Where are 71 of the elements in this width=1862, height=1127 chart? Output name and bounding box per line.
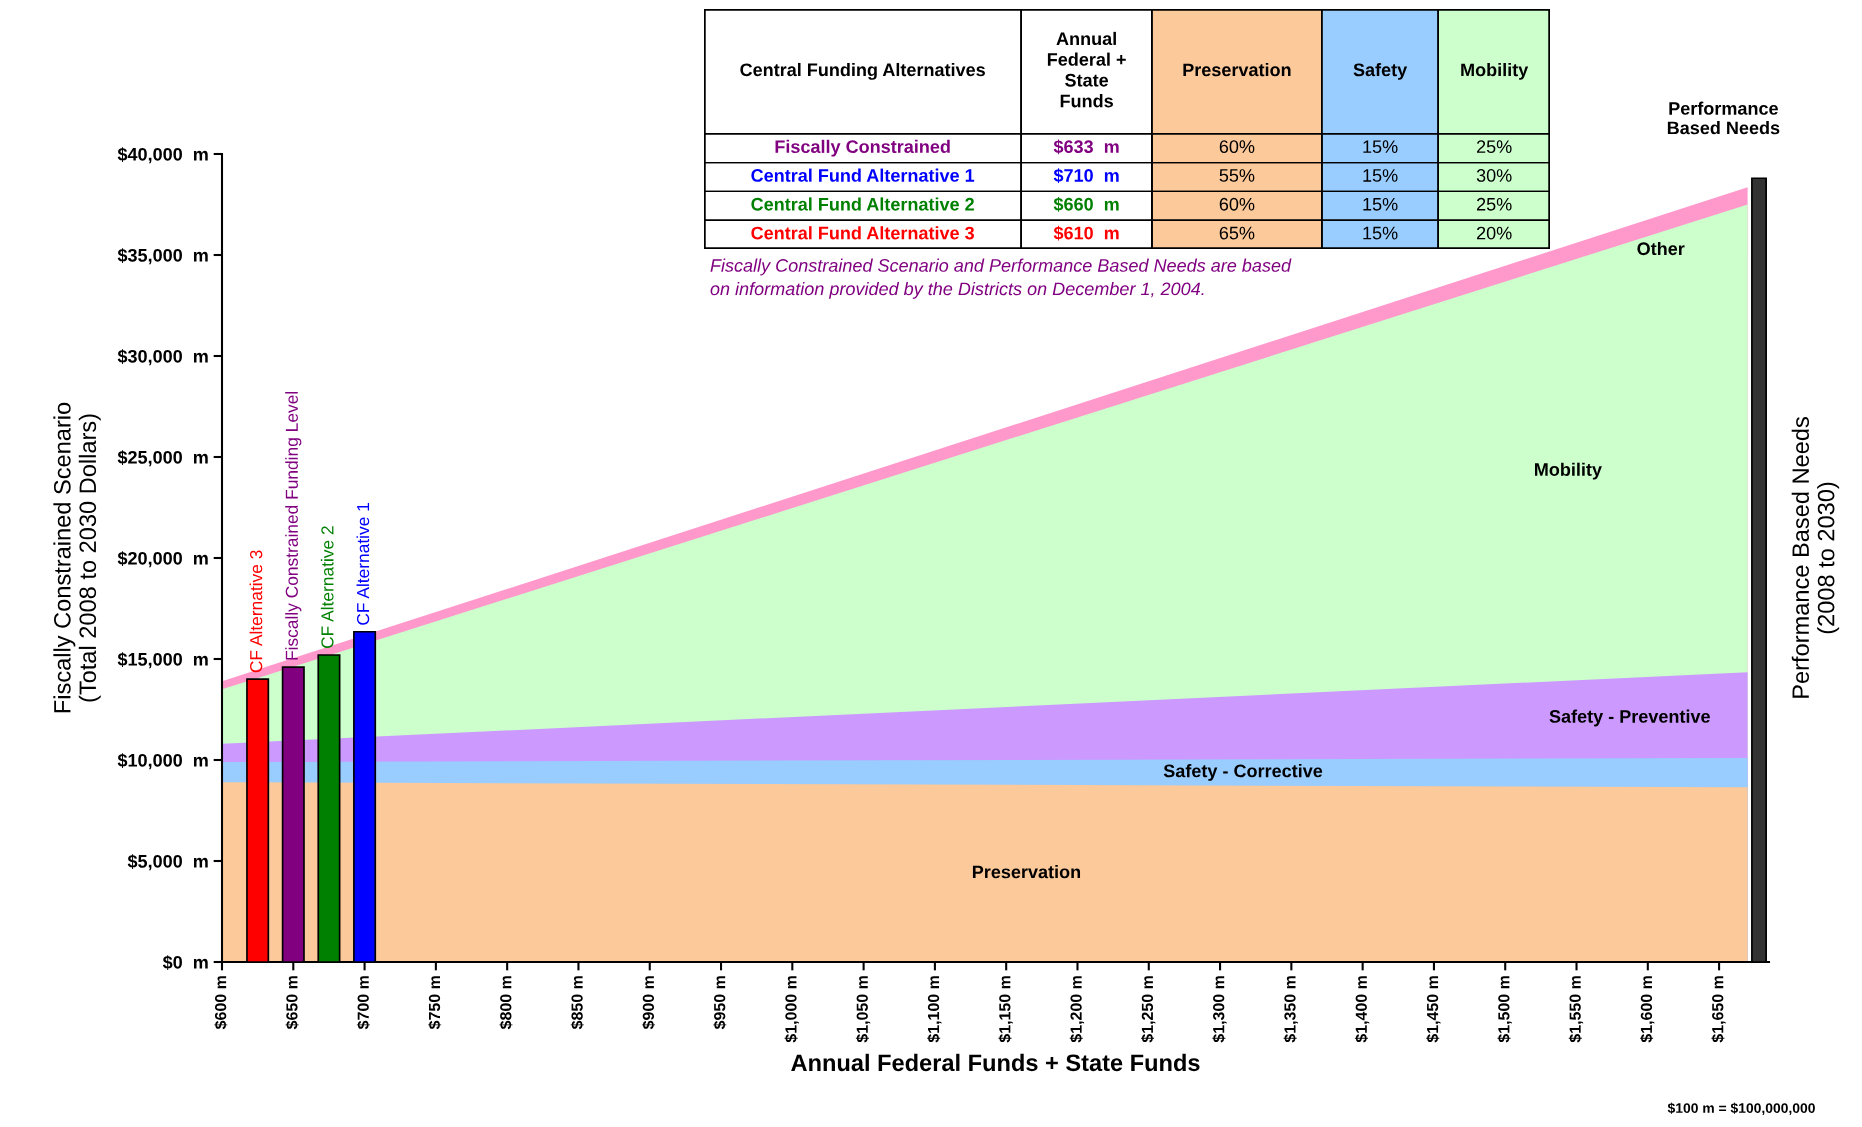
category-label: Central Fund Alternative 3 (751, 226, 975, 240)
x-tick-label: $1,300 m (1212, 976, 1227, 1043)
data-label: 65% (1219, 226, 1255, 240)
y-tick-label: $5,000 m (127, 854, 208, 871)
data-label: 15% (1363, 197, 1398, 211)
data-label: 30% (1476, 169, 1512, 182)
y-tick-label: $15,000 m (117, 652, 208, 669)
y-tick-label: $25,000 m (117, 450, 208, 467)
y-tick-label: $40,000 m (117, 147, 208, 164)
legend-title: Central Funding Alternatives (740, 62, 985, 80)
x-tick-label: $950 m (713, 976, 727, 1030)
x-tick-label: $1,400 m (1354, 976, 1370, 1043)
data-label: 15% (1363, 226, 1398, 240)
data-label: 20% (1476, 226, 1512, 240)
text: CF Alternative 3 (249, 550, 263, 673)
data-label: $660 m (1053, 197, 1119, 212)
data-label: $610 m (1053, 225, 1119, 241)
x-tick-label: $1,250 m (1141, 976, 1156, 1043)
y-tick-label: $20,000 m (117, 551, 208, 568)
data-label: 60% (1219, 140, 1255, 154)
x-tick-label: $1,100 m (927, 976, 942, 1043)
series-label: Safety - Preventive (1549, 709, 1710, 727)
data-label: 15% (1363, 140, 1398, 154)
category-label: Central Fund Alternative 2 (751, 197, 974, 211)
text: CF Alternative 2 (320, 526, 334, 649)
series-label: Annual Federal + State Funds (1047, 31, 1126, 108)
x-tick-label: $1,650 m (1711, 976, 1726, 1043)
data-label: 55% (1219, 169, 1255, 182)
data-label: $710 m (1053, 168, 1119, 184)
x-tick-label: $1,500 m (1497, 976, 1512, 1043)
x-tick-label: $1,200 m (1069, 976, 1085, 1043)
data-label: 25% (1476, 197, 1512, 211)
data-label: $633 m (1053, 139, 1119, 155)
text: Fiscally Constrained Funding Level (285, 391, 302, 660)
x-tick-label: $800 m (499, 976, 513, 1030)
series-label: Mobility (1461, 62, 1529, 80)
x-tick-label: $1,350 m (1283, 976, 1298, 1043)
text: Performance Based Needs (1667, 101, 1780, 135)
data-label: 60% (1219, 197, 1255, 211)
y2-axis-title: Performance Based Needs (2008 to 2030) (1791, 417, 1840, 698)
x-tick-label: $600 m (214, 976, 228, 1030)
series-label: Preservation (972, 865, 1081, 879)
text: $100 m = $100,000,000 (1667, 1102, 1815, 1115)
series-label: Safety - Corrective (1163, 764, 1323, 781)
category-label: Fiscally Constrained (775, 139, 950, 157)
text: CF Alternative 1 (356, 503, 370, 625)
series-label: Safety (1353, 62, 1408, 80)
category-label: Central Fund Alternative 1 (751, 168, 975, 182)
y-tick-label: $10,000 m (117, 753, 208, 770)
y-axis-title: Fiscally Constrained Scenario (Total 2008 to 2030 Dollars) (53, 402, 101, 713)
x-tick-label: $1,550 m (1568, 976, 1584, 1043)
x-tick-label: $850 m (570, 976, 584, 1030)
x-tick-label: $650 m (285, 976, 299, 1030)
y-tick-label: $0 m (162, 955, 208, 970)
x-tick-label: $1,600 m (1640, 976, 1655, 1043)
x-tick-label: $1,050 m (855, 976, 871, 1043)
x-tick-label: $750 m (428, 976, 442, 1030)
y-tick-label: $30,000 m (117, 349, 208, 366)
data-label: 15% (1363, 169, 1398, 182)
series-label: Other (1637, 241, 1685, 256)
series-label: Preservation (1183, 62, 1291, 77)
x-tick-label: $900 m (642, 976, 656, 1030)
x-axis-title: Annual Federal Funds + State Funds (791, 1053, 1200, 1072)
x-tick-label: $1,000 m (784, 976, 799, 1043)
data-label: 25% (1476, 140, 1512, 154)
x-tick-label: $700 m (356, 976, 370, 1030)
x-tick-label: $1,450 m (1426, 976, 1441, 1043)
x-tick-label: $1,150 m (998, 976, 1013, 1043)
y-tick-label: $35,000 m (117, 248, 208, 265)
series-label: Mobility (1535, 462, 1602, 480)
annotation: Fiscally Constrained Scenario and Performance Based Needs are based on information provided by the Districts on December 1, 2004. (710, 258, 1292, 299)
